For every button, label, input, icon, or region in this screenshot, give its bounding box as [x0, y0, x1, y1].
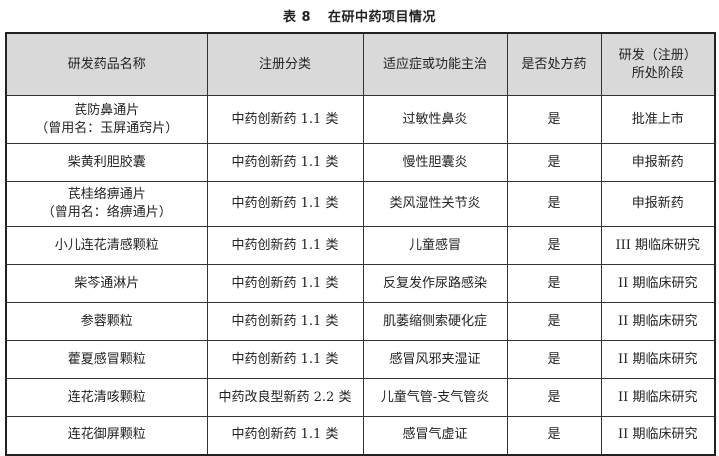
cell-indication: 肌萎缩侧索硬化症 — [362, 302, 508, 341]
cell-prescription: 是 — [506, 181, 602, 227]
header-prescription: 是否处方药 — [506, 32, 602, 96]
header-stage: 研发（注册） 所处阶段 — [600, 32, 716, 96]
cell-drug-name: 藿夏感冒颗粒 — [5, 340, 208, 379]
projects-table: 研发药品名称 注册分类 适应症或功能主治 是否处方药 研发（注册） 所处阶段 芪防… — [5, 32, 716, 456]
header-category: 注册分类 — [206, 32, 364, 96]
header-stage-line2: 所处阶段 — [631, 65, 684, 81]
table-header-row: 研发药品名称 注册分类 适应症或功能主治 是否处方药 研发（注册） 所处阶段 — [5, 32, 716, 96]
cell-stage: III 期临床研究 — [600, 226, 716, 265]
drug-name: 连花清咳颗粒 — [67, 389, 146, 405]
cell-drug-name: 柴黄利胆胶囊 — [5, 143, 208, 182]
cell-stage: 申报新药 — [600, 181, 716, 227]
cell-category: 中药创新药 1.1 类 — [206, 340, 364, 379]
cell-drug-name: 芪防鼻通片 （曾用名：玉屏通窍片） — [5, 95, 208, 144]
table-title: 在研中药项目情况 — [328, 10, 437, 25]
cell-drug-name: 参蓉颗粒 — [5, 302, 208, 341]
header-drug-name: 研发药品名称 — [5, 32, 208, 96]
cell-indication: 反复发作尿路感染 — [362, 264, 508, 303]
cell-category: 中药创新药 1.1 类 — [206, 181, 364, 227]
cell-indication: 慢性胆囊炎 — [362, 143, 508, 182]
cell-prescription: 是 — [506, 143, 602, 182]
table-caption: 表 8 在研中药项目情况 — [0, 6, 719, 25]
cell-category: 中药改良型新药 2.2 类 — [206, 378, 364, 417]
table-row: 芪桂络痹通片 （曾用名：络痹通片） 中药创新药 1.1 类类风湿性关节炎是申报新药 — [5, 181, 716, 227]
table-row: 柴黄利胆胶囊 中药创新药 1.1 类慢性胆囊炎是申报新药 — [5, 143, 716, 182]
table-row: 连花清咳颗粒 中药改良型新药 2.2 类儿童气管-支气管炎是 II 期临床研究 — [5, 378, 716, 417]
cell-category: 中药创新药 1.1 类 — [206, 264, 364, 303]
table-row: 连花御屏颗粒 中药创新药 1.1 类感冒气虚证是 II 期临床研究 — [5, 416, 716, 455]
drug-name: 芪桂络痹通片 — [67, 187, 146, 202]
header-indication: 适应症或功能主治 — [362, 32, 508, 96]
drug-name: 柴芩通淋片 — [74, 275, 140, 291]
cell-category: 中药创新药 1.1 类 — [206, 416, 364, 455]
cell-stage: II 期临床研究 — [600, 264, 716, 303]
cell-indication: 感冒气虚证 — [362, 416, 508, 455]
cell-prescription: 是 — [506, 95, 602, 144]
drug-alias: （曾用名：络痹通片） — [41, 205, 172, 220]
cell-stage: II 期临床研究 — [600, 302, 716, 341]
drug-name: 芪防鼻通片 — [74, 102, 140, 118]
cell-prescription: 是 — [506, 264, 602, 303]
cell-indication: 儿童气管-支气管炎 — [362, 378, 508, 417]
table-row: 芪防鼻通片 （曾用名：玉屏通窍片） 中药创新药 1.1 类过敏性鼻炎是批准上市 — [5, 95, 716, 144]
cell-indication: 过敏性鼻炎 — [362, 95, 508, 144]
drug-name: 小儿连花清感颗粒 — [54, 237, 159, 253]
cell-stage: II 期临床研究 — [600, 416, 716, 455]
table-row: 藿夏感冒颗粒 中药创新药 1.1 类感冒风邪夹湿证是 II 期临床研究 — [5, 340, 716, 379]
cell-indication: 感冒风邪夹湿证 — [362, 340, 508, 379]
cell-category: 中药创新药 1.1 类 — [206, 226, 364, 265]
cell-indication: 儿童感冒 — [362, 226, 508, 265]
cell-indication: 类风湿性关节炎 — [362, 181, 508, 227]
header-stage-line1: 研发（注册） — [618, 47, 697, 63]
table-row: 小儿连花清感颗粒 中药创新药 1.1 类儿童感冒是 III 期临床研究 — [5, 226, 716, 265]
table-row: 参蓉颗粒 中药创新药 1.1 类肌萎缩侧索硬化症是 II 期临床研究 — [5, 302, 716, 341]
cell-drug-name: 芪桂络痹通片 （曾用名：络痹通片） — [5, 181, 208, 227]
cell-drug-name: 连花御屏颗粒 — [5, 416, 208, 455]
cell-drug-name: 柴芩通淋片 — [5, 264, 208, 303]
cell-prescription: 是 — [506, 226, 602, 265]
cell-drug-name: 小儿连花清感颗粒 — [5, 226, 208, 265]
cell-stage: II 期临床研究 — [600, 378, 716, 417]
cell-category: 中药创新药 1.1 类 — [206, 95, 364, 144]
drug-name: 参蓉颗粒 — [80, 313, 133, 329]
cell-prescription: 是 — [506, 302, 602, 341]
cell-stage: 批准上市 — [600, 95, 716, 144]
cell-prescription: 是 — [506, 416, 602, 455]
cell-prescription: 是 — [506, 378, 602, 417]
cell-category: 中药创新药 1.1 类 — [206, 143, 364, 182]
cell-prescription: 是 — [506, 340, 602, 379]
drug-alias: （曾用名：玉屏通窍片） — [35, 120, 179, 136]
drug-name: 柴黄利胆胶囊 — [67, 154, 146, 170]
cell-drug-name: 连花清咳颗粒 — [5, 378, 208, 417]
cell-category: 中药创新药 1.1 类 — [206, 302, 364, 341]
cell-stage: II 期临床研究 — [600, 340, 716, 379]
drug-name: 藿夏感冒颗粒 — [67, 351, 146, 367]
cell-stage: 申报新药 — [600, 143, 716, 182]
table-row: 柴芩通淋片 中药创新药 1.1 类反复发作尿路感染是 II 期临床研究 — [5, 264, 716, 303]
drug-name: 连花御屏颗粒 — [67, 427, 146, 443]
table-number: 表 8 — [282, 10, 312, 25]
